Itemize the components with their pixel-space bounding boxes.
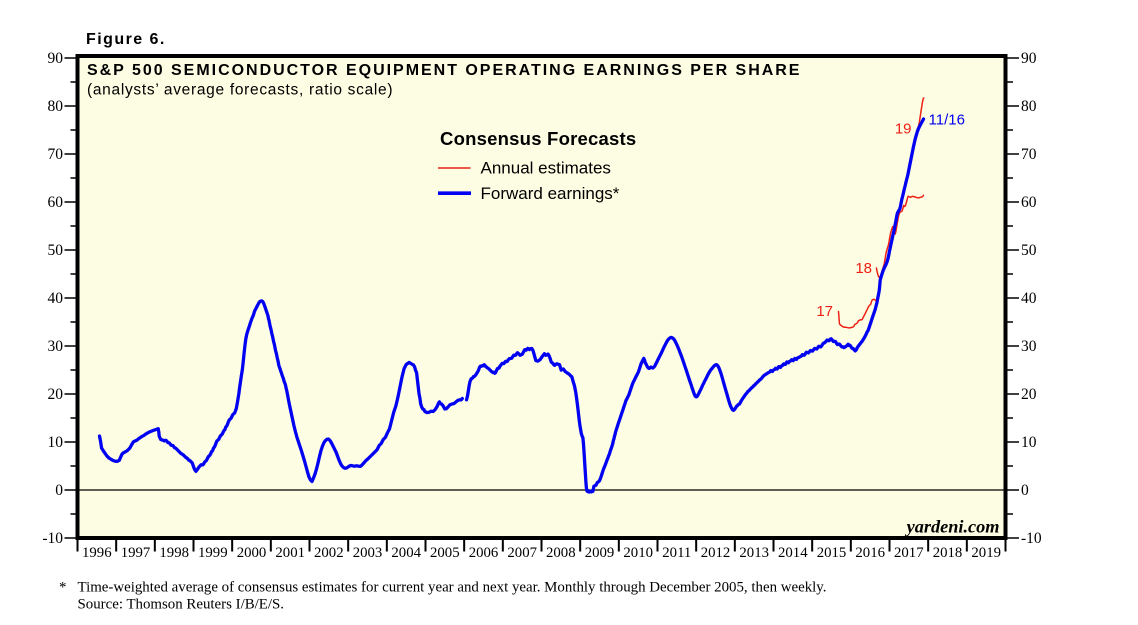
svg-text:2000: 2000 — [237, 545, 267, 561]
svg-text:30: 30 — [1021, 338, 1037, 355]
svg-text:Annual estimates: Annual estimates — [481, 159, 611, 178]
svg-text:Figure 6.: Figure 6. — [86, 31, 166, 48]
svg-text:Source: Thomson Reuters I/B/E/: Source: Thomson Reuters I/B/E/S. — [78, 597, 285, 613]
svg-text:2016: 2016 — [855, 545, 885, 561]
svg-text:Time-weighted average of conse: Time-weighted average of consensus estim… — [78, 580, 827, 596]
svg-text:60: 60 — [1021, 194, 1037, 211]
svg-text:Forward earnings*: Forward earnings* — [481, 184, 620, 203]
svg-text:11/16: 11/16 — [929, 112, 965, 129]
svg-text:2007: 2007 — [507, 545, 537, 561]
svg-text:20: 20 — [1021, 386, 1037, 403]
svg-text:40: 40 — [48, 290, 64, 307]
svg-text:yardeni.com: yardeni.com — [905, 517, 1000, 537]
svg-text:17: 17 — [816, 303, 833, 320]
svg-text:2009: 2009 — [585, 545, 615, 561]
svg-text:S&P 500 SEMICONDUCTOR EQUIPMEN: S&P 500 SEMICONDUCTOR EQUIPMENT OPERATIN… — [87, 62, 801, 79]
svg-text:60: 60 — [48, 194, 64, 211]
svg-text:2005: 2005 — [430, 545, 460, 561]
svg-text:0: 0 — [55, 482, 63, 499]
svg-text:1999: 1999 — [198, 545, 228, 561]
svg-text:(analysts’ average forecasts,: (analysts’ average forecasts, ratio scal… — [87, 82, 393, 99]
svg-text:40: 40 — [1021, 290, 1037, 307]
svg-text:80: 80 — [48, 98, 64, 115]
svg-text:Consensus Forecasts: Consensus Forecasts — [440, 128, 636, 149]
svg-text:1996: 1996 — [82, 545, 112, 561]
svg-text:-10: -10 — [42, 530, 63, 547]
svg-text:2019: 2019 — [971, 545, 1001, 561]
svg-text:2001: 2001 — [275, 545, 305, 561]
svg-text:2004: 2004 — [391, 545, 421, 561]
svg-text:70: 70 — [1021, 146, 1037, 163]
svg-text:2006: 2006 — [469, 545, 499, 561]
svg-text:2012: 2012 — [701, 545, 731, 561]
svg-text:50: 50 — [1021, 242, 1037, 259]
svg-text:30: 30 — [48, 338, 64, 355]
svg-text:10: 10 — [48, 434, 64, 451]
svg-text:2013: 2013 — [739, 545, 769, 561]
svg-text:1997: 1997 — [121, 545, 151, 561]
svg-text:50: 50 — [48, 242, 64, 259]
svg-text:0: 0 — [1021, 482, 1029, 499]
svg-text:2010: 2010 — [623, 545, 653, 561]
svg-text:2003: 2003 — [353, 545, 383, 561]
svg-text:2018: 2018 — [933, 545, 963, 561]
svg-text:-10: -10 — [1021, 530, 1042, 547]
svg-text:20: 20 — [48, 386, 64, 403]
svg-text:2015: 2015 — [817, 545, 847, 561]
svg-text:10: 10 — [1021, 434, 1037, 451]
svg-text:18: 18 — [855, 260, 872, 277]
svg-text:1998: 1998 — [159, 545, 189, 561]
svg-text:80: 80 — [1021, 98, 1037, 115]
svg-text:2011: 2011 — [662, 545, 691, 561]
svg-text:2002: 2002 — [314, 545, 344, 561]
svg-text:2008: 2008 — [546, 545, 576, 561]
svg-text:2014: 2014 — [778, 545, 808, 561]
svg-text:90: 90 — [48, 50, 64, 67]
svg-text:70: 70 — [48, 146, 64, 163]
svg-text:2017: 2017 — [894, 545, 924, 561]
svg-text:19: 19 — [895, 121, 912, 138]
svg-text:90: 90 — [1021, 50, 1037, 67]
svg-text:*: * — [59, 580, 66, 596]
